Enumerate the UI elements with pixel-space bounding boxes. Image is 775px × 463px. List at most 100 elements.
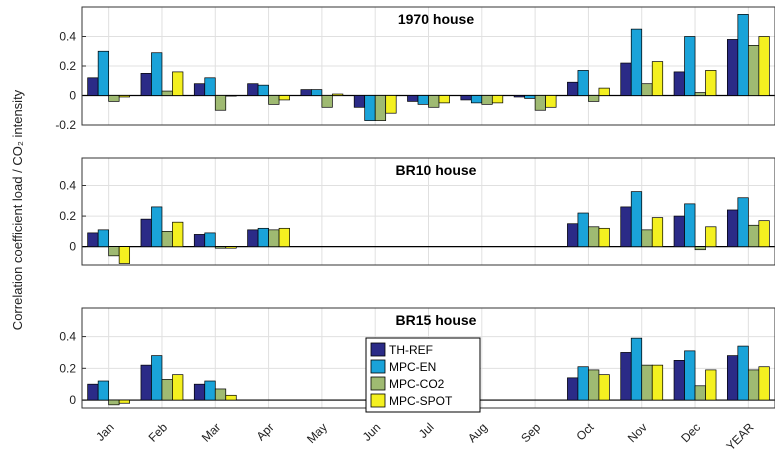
bar-mpc-co2 — [588, 95, 600, 102]
bar-mpc-en — [311, 89, 323, 96]
bar-mpc-en — [470, 95, 483, 104]
bar-mpc-en — [737, 345, 749, 401]
bar-th-ref — [726, 209, 739, 248]
bar-mpc-co2 — [108, 95, 120, 102]
y-tick-label: 0.4 — [59, 330, 76, 344]
y-tick-label: 0 — [69, 89, 76, 103]
bar-mpc-en — [364, 95, 376, 121]
axes-frame — [81, 157, 775, 266]
bar-th-ref — [726, 39, 739, 96]
bar-th-ref — [140, 364, 152, 401]
bar-mpc-co2 — [161, 90, 173, 96]
bar-mpc-spot — [332, 93, 344, 96]
bar-mpc-co2 — [534, 95, 546, 111]
bar-mpc-en — [630, 191, 643, 248]
x-tick-label: Feb — [146, 420, 171, 445]
bar-mpc-en — [97, 380, 110, 401]
bar-th-ref — [567, 377, 579, 401]
bar-th-ref — [620, 352, 632, 401]
bar-mpc-co2 — [747, 224, 760, 248]
bar-mpc-spot — [172, 71, 184, 96]
x-tick-label: Nov — [625, 420, 650, 445]
legend-swatch-th-ref — [370, 342, 386, 357]
bar-mpc-en — [577, 70, 589, 96]
bar-mpc-spot — [118, 399, 131, 404]
bar-mpc-en — [630, 337, 643, 401]
bar-th-ref — [193, 83, 206, 96]
bar-mpc-co2 — [588, 369, 600, 401]
legend-swatch-mpc-co2 — [370, 376, 386, 391]
bar-mpc-spot — [225, 394, 237, 401]
x-tick-label: YEAR — [723, 420, 756, 453]
bar-mpc-en — [204, 232, 216, 248]
bar-th-ref — [567, 81, 579, 96]
panel-2: 0.4 0.2 0 BR10 house — [59, 157, 775, 266]
bar-mpc-co2 — [268, 229, 280, 248]
bar-mpc-co2 — [108, 399, 120, 406]
x-tick-label: Jun — [360, 420, 384, 444]
bar-mpc-spot — [651, 217, 664, 248]
bar-mpc-co2 — [374, 95, 387, 121]
bar-mpc-co2 — [321, 95, 333, 108]
bar-mpc-co2 — [694, 92, 706, 96]
bar-mpc-spot — [705, 226, 717, 248]
bar-mpc-en — [577, 212, 589, 248]
legend-label: TH-REF — [389, 343, 433, 357]
bar-mpc-en — [737, 197, 749, 248]
bar-mpc-co2 — [481, 95, 493, 105]
x-tick-label: Apr — [254, 420, 277, 443]
bar-th-ref — [87, 383, 99, 401]
x-tick-label: Oct — [573, 420, 597, 444]
x-tick-label: Sep — [518, 420, 543, 445]
bar-mpc-spot — [225, 246, 237, 249]
x-tick-label: Mar — [199, 420, 224, 445]
bar-th-ref — [673, 71, 685, 96]
bar-mpc-en — [151, 206, 163, 248]
panel-1: 0.4 0.2 0 -0.2 1970 house — [55, 6, 775, 132]
bar-mpc-co2 — [747, 44, 760, 96]
x-tick-label: Aug — [465, 420, 490, 445]
bar-th-ref — [673, 215, 685, 248]
bar-mpc-en — [204, 77, 216, 96]
legend-label: MPC-EN — [389, 360, 436, 374]
panel-title: BR15 house — [396, 312, 477, 328]
bar-mpc-spot — [598, 87, 610, 96]
bar-mpc-en — [684, 36, 696, 96]
axes-frame — [81, 6, 775, 126]
bar-mpc-spot — [651, 61, 664, 96]
bar-th-ref — [673, 360, 685, 401]
bar-mpc-en — [524, 95, 536, 99]
bar-mpc-spot — [758, 220, 770, 248]
bar-th-ref — [407, 95, 419, 102]
x-tick-label: Jan — [93, 420, 117, 444]
y-tick-label: 0.4 — [59, 30, 76, 44]
y-tick-label: 0.2 — [59, 59, 76, 73]
legend: TH-REF MPC-EN MPC-CO2 MPC-SPOT — [365, 337, 481, 413]
bar-th-ref — [140, 218, 152, 248]
bar-mpc-co2 — [214, 95, 227, 111]
bar-mpc-co2 — [641, 364, 653, 401]
bar-th-ref — [353, 95, 366, 108]
bar-mpc-co2 — [641, 83, 653, 96]
bar-mpc-spot — [385, 95, 397, 114]
bar-th-ref — [726, 355, 739, 401]
bar-mpc-en — [417, 95, 429, 105]
bar-mpc-co2 — [268, 95, 280, 105]
bar-mpc-en — [577, 366, 589, 401]
bar-mpc-en — [257, 84, 269, 96]
bar-th-ref — [620, 206, 632, 248]
bar-mpc-spot — [118, 246, 131, 264]
bar-mpc-en — [151, 355, 163, 401]
bar-th-ref — [247, 83, 259, 96]
x-tick-label: Jul — [416, 420, 437, 441]
bar-mpc-spot — [705, 369, 717, 401]
bar-mpc-en — [97, 50, 110, 96]
y-tick-label: 0.2 — [59, 361, 76, 375]
bar-mpc-spot — [172, 374, 184, 401]
bar-mpc-spot — [278, 95, 290, 101]
bar-mpc-en — [151, 52, 163, 96]
bar-th-ref — [140, 73, 152, 96]
bar-mpc-spot — [651, 364, 664, 401]
bar-mpc-co2 — [108, 246, 120, 257]
